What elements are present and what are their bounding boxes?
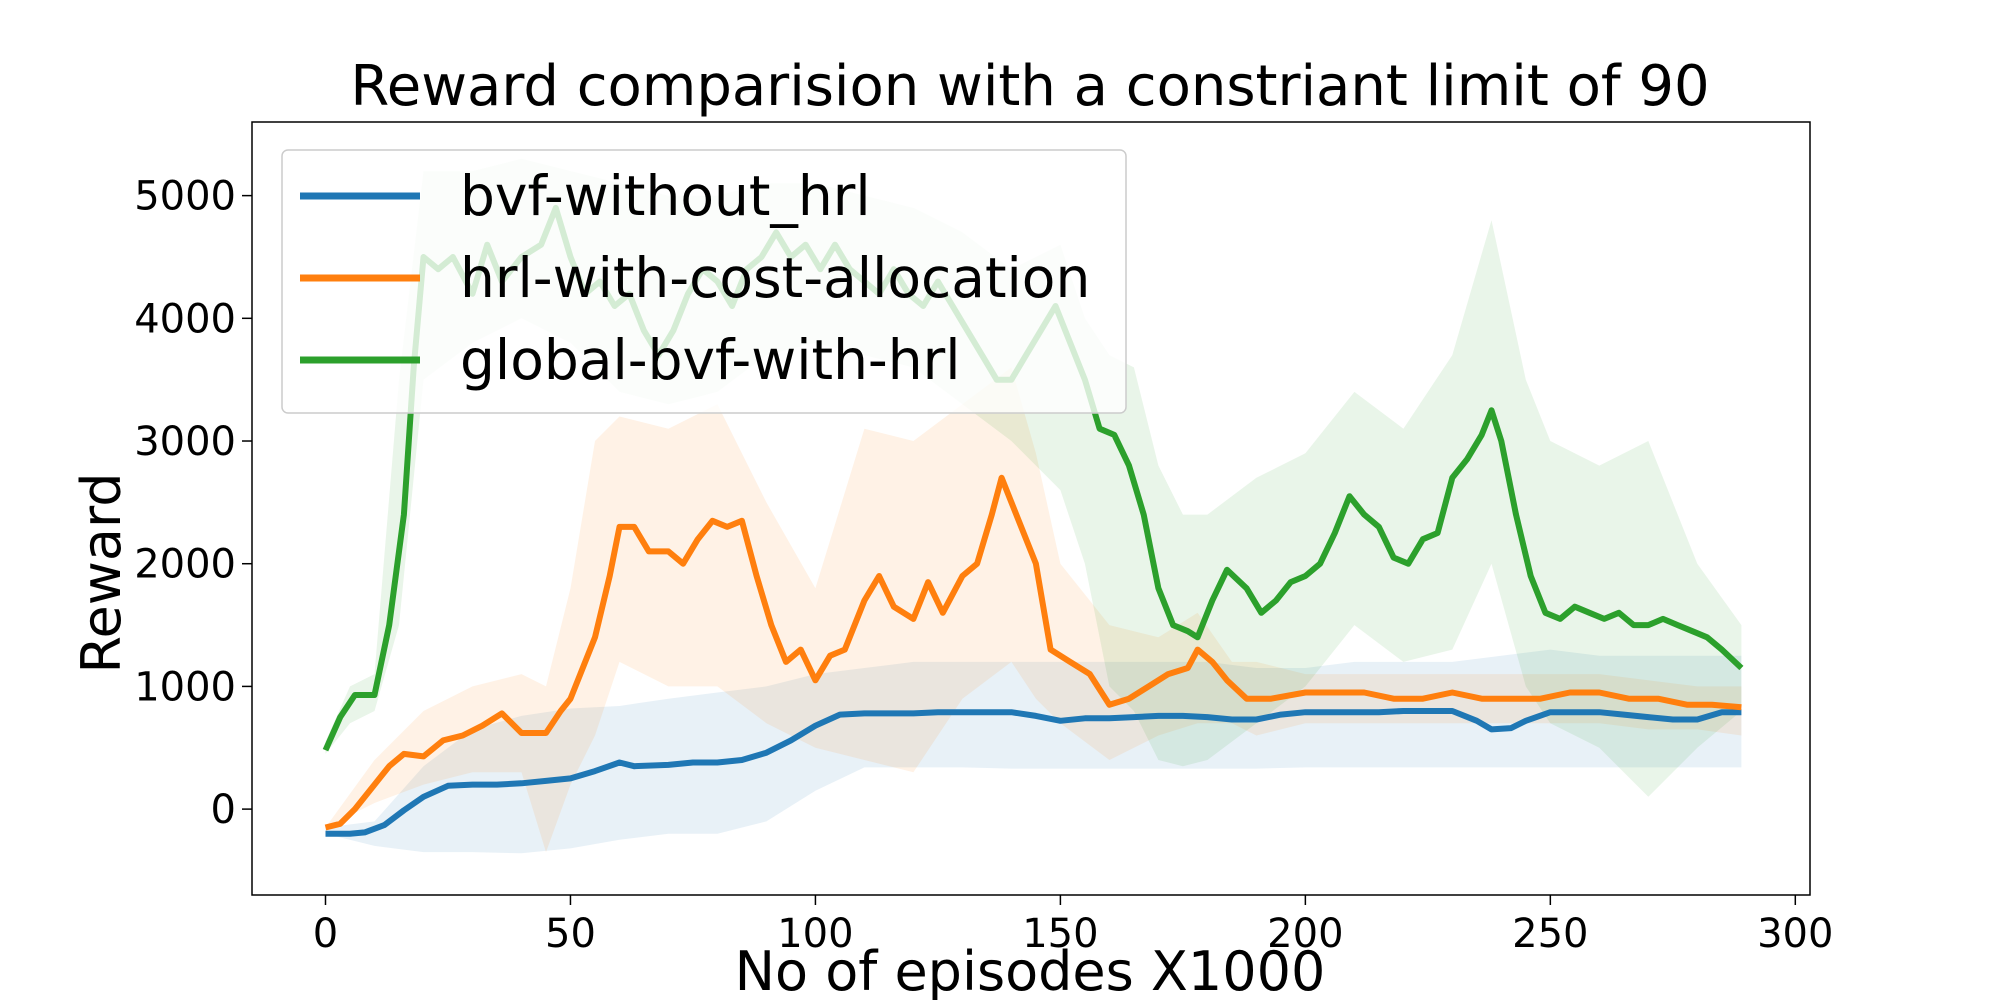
y-tick-label: 0	[211, 787, 236, 833]
x-tick-label: 150	[1022, 911, 1098, 957]
y-tick-label: 2000	[134, 542, 236, 588]
line-bvf-without_hrl	[325, 708, 1742, 837]
y-axis-label: Reward	[70, 472, 133, 673]
legend-label: global-bvf-with-hrl	[460, 328, 961, 392]
x-tick-label: 100	[777, 911, 853, 957]
y-tick-label: 3000	[134, 419, 236, 465]
line-hrl-with-cost-allocation	[324, 474, 1742, 831]
legend-frame	[281, 149, 1127, 414]
x-axis-label: No of episodes X1000	[735, 940, 1326, 1000]
x-tick-label: 250	[1512, 911, 1588, 957]
legend-label: hrl-with-cost-allocation	[460, 246, 1090, 310]
legend-label: bvf-without_hrl	[460, 164, 871, 228]
y-tick-label: 4000	[134, 296, 236, 342]
x-tick-label: 0	[313, 911, 338, 957]
x-tick-label: 50	[545, 911, 596, 957]
plot-frame	[251, 121, 1811, 896]
y-tick-label: 5000	[134, 174, 236, 220]
y-tick-label: 1000	[134, 664, 236, 710]
x-tick-label: 300	[1757, 911, 1833, 957]
chart-title: Reward comparision with a constriant lim…	[350, 54, 1709, 119]
x-tick-label: 200	[1267, 911, 1343, 957]
band-bvf-without_hrl	[325, 649, 1742, 854]
band-hrl-with-cost-allocation	[325, 367, 1742, 853]
legend: bvf-without_hrl hrl-with-cost-allocation g…	[281, 149, 1127, 414]
